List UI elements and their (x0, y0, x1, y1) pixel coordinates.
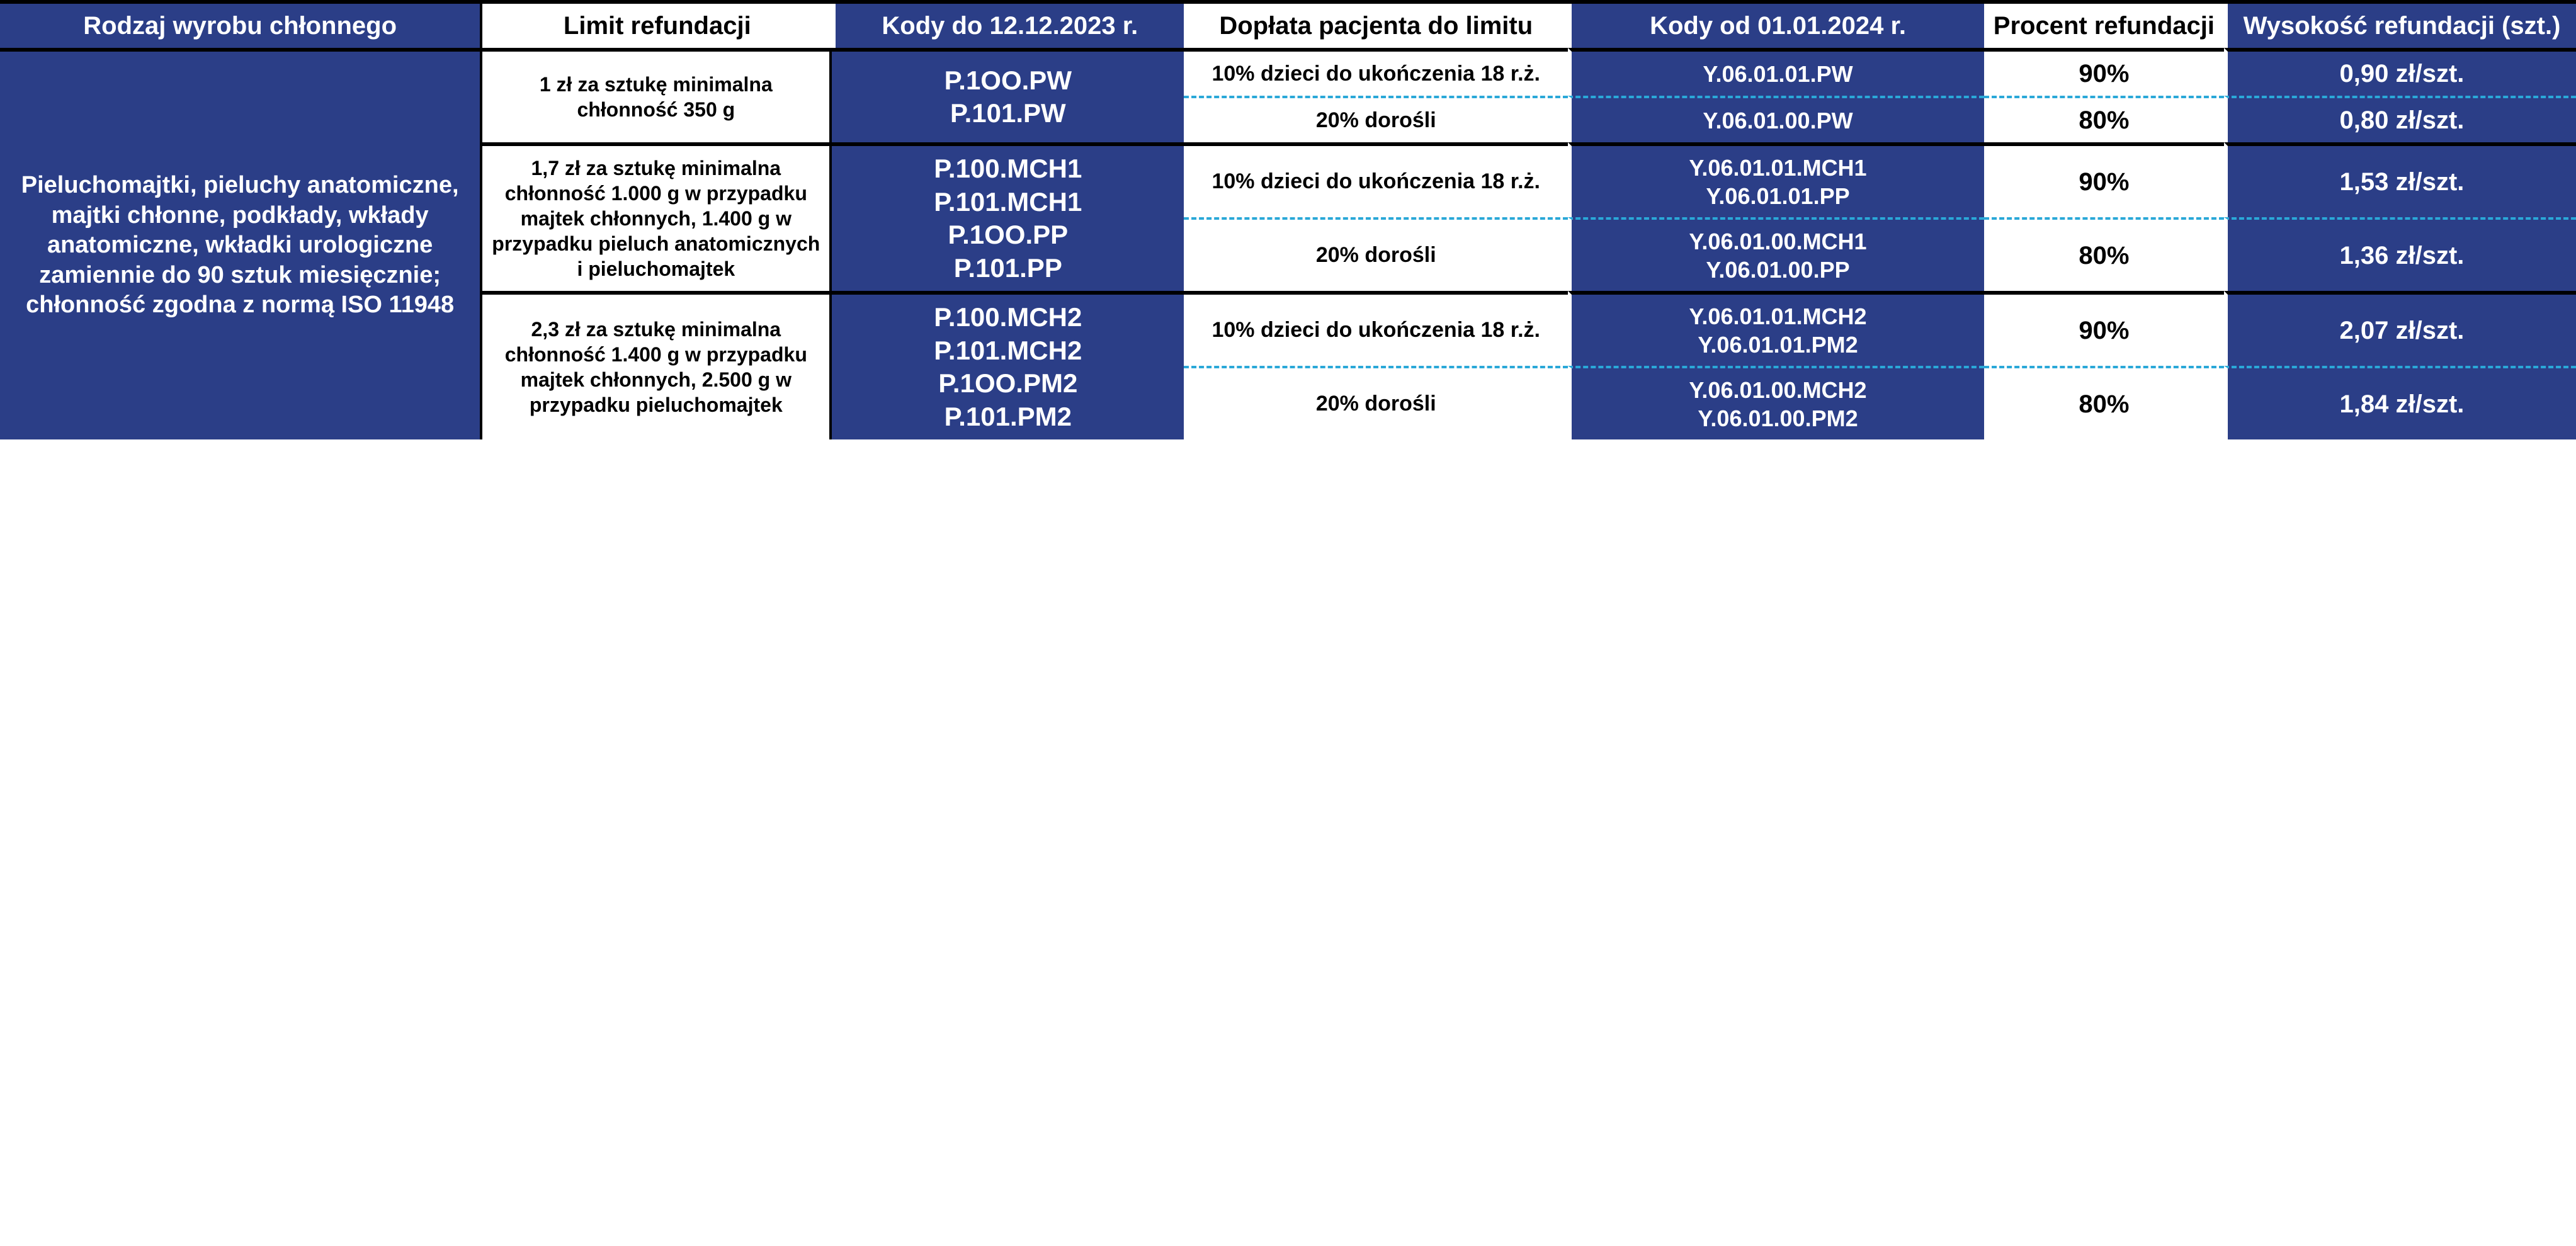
codes-new-cell: Y.06.01.00.MCH1 Y.06.01.00.PP (1568, 217, 1984, 291)
pct-cell: 90% (1984, 142, 2224, 217)
pct-cell: 80% (1984, 217, 2224, 291)
code-old: P.101.MCH1 (934, 186, 1082, 219)
codes-new-cell: Y.06.01.01.MCH1 Y.06.01.01.PP (1568, 142, 1984, 217)
header-codes-old: Kody do 12.12.2023 r. (832, 4, 1184, 48)
code-old: P.100.MCH1 (934, 152, 1082, 186)
pct-text: 80% (2079, 240, 2129, 271)
code-new: Y.06.01.01.MCH2 (1689, 302, 1866, 331)
code-new: Y.06.01.01.PW (1703, 60, 1853, 88)
amt-cell: 1,36 zł/szt. (2224, 217, 2576, 291)
limit-cell: 1 zł za sztukę minimalna chłonność 350 g (480, 48, 832, 142)
amt-text: 1,53 zł/szt. (2340, 166, 2465, 198)
amt-cell: 1,84 zł/szt. (2224, 366, 2576, 439)
pct-cell: 90% (1984, 291, 2224, 366)
copay-cell: 20% dorośli (1184, 217, 1568, 291)
code-new: Y.06.01.00.PM2 (1698, 404, 1858, 433)
limit-text: 2,3 zł za sztukę minimalna chłonność 1.4… (487, 317, 824, 417)
copay-text: 10% dzieci do ukończenia 18 r.ż. (1211, 317, 1540, 344)
code-new: Y.06.01.01.PP (1706, 182, 1849, 210)
pct-cell: 80% (1984, 96, 2224, 142)
codes-old-cell: P.1OO.PW P.101.PW (832, 48, 1184, 142)
amt-text: 1,84 zł/szt. (2340, 388, 2465, 420)
code-old: P.1OO.PP (948, 218, 1068, 252)
amt-cell: 0,90 zł/szt. (2224, 48, 2576, 96)
code-old: P.101.PP (954, 252, 1062, 285)
amt-cell: 0,80 zł/szt. (2224, 96, 2576, 142)
header-codes-new-label: Kody od 01.01.2024 r. (1650, 10, 1906, 42)
header-copay-label: Dopłata pacjenta do limitu (1219, 10, 1533, 42)
amt-text: 1,36 zł/szt. (2340, 240, 2465, 271)
pct-text: 80% (2079, 105, 2129, 136)
refund-table: Rodzaj wyrobu chłonnego Limit refundacji… (0, 0, 2576, 439)
code-new: Y.06.01.00.MCH1 (1689, 227, 1866, 256)
limit-cell: 1,7 zł za sztukę minimalna chłonność 1.0… (480, 142, 832, 291)
copay-text: 20% dorośli (1316, 242, 1436, 269)
copay-cell: 20% dorośli (1184, 366, 1568, 439)
pct-text: 90% (2079, 166, 2129, 198)
copay-cell: 10% dzieci do ukończenia 18 r.ż. (1184, 142, 1568, 217)
code-old: P.101.MCH2 (934, 334, 1082, 368)
code-new: Y.06.01.01.PM2 (1698, 331, 1858, 359)
copay-text: 20% dorośli (1316, 107, 1436, 134)
code-new: Y.06.01.01.MCH1 (1689, 154, 1866, 182)
copay-cell: 10% dzieci do ukończenia 18 r.ż. (1184, 291, 1568, 366)
codes-old-cell: P.100.MCH2 P.101.MCH2 P.1OO.PM2 P.101.PM… (832, 291, 1184, 439)
pct-cell: 80% (1984, 366, 2224, 439)
copay-text: 20% dorośli (1316, 390, 1436, 417)
pct-text: 90% (2079, 315, 2129, 346)
codes-old-cell: P.100.MCH1 P.101.MCH1 P.1OO.PP P.101.PP (832, 142, 1184, 291)
copay-text: 10% dzieci do ukończenia 18 r.ż. (1211, 60, 1540, 88)
header-limit: Limit refundacji (480, 4, 832, 48)
pct-text: 90% (2079, 58, 2129, 89)
copay-text: 10% dzieci do ukończenia 18 r.ż. (1211, 168, 1540, 195)
code-old: P.101.PM2 (945, 400, 1072, 434)
amt-cell: 2,07 zł/szt. (2224, 291, 2576, 366)
pct-text: 80% (2079, 388, 2129, 420)
limit-text: 1 zł za sztukę minimalna chłonność 350 g (487, 72, 824, 122)
header-codes-new: Kody od 01.01.2024 r. (1568, 4, 1984, 48)
codes-new-cell: Y.06.01.00.PW (1568, 96, 1984, 142)
header-codes-old-label: Kody do 12.12.2023 r. (882, 10, 1138, 42)
amt-text: 0,90 zł/szt. (2340, 58, 2465, 89)
copay-cell: 20% dorośli (1184, 96, 1568, 142)
code-new: Y.06.01.00.MCH2 (1689, 376, 1866, 404)
codes-new-cell: Y.06.01.01.MCH2 Y.06.01.01.PM2 (1568, 291, 1984, 366)
header-product-label: Rodzaj wyrobu chłonnego (83, 10, 397, 42)
header-amt: Wysokość refundacji (szt.) (2224, 4, 2576, 48)
codes-new-cell: Y.06.01.00.MCH2 Y.06.01.00.PM2 (1568, 366, 1984, 439)
amt-text: 2,07 zł/szt. (2340, 315, 2465, 346)
product-text: Pieluchomajtki, pieluchy anatomiczne, ma… (5, 171, 475, 320)
limit-text: 1,7 zł za sztukę minimalna chłonność 1.0… (487, 156, 824, 281)
header-amt-label: Wysokość refundacji (szt.) (2244, 10, 2561, 42)
code-new: Y.06.01.00.PW (1703, 106, 1853, 135)
code-old: P.1OO.PW (945, 64, 1072, 98)
product-cell: Pieluchomajtki, pieluchy anatomiczne, ma… (0, 48, 480, 439)
copay-cell: 10% dzieci do ukończenia 18 r.ż. (1184, 48, 1568, 96)
header-limit-label: Limit refundacji (564, 10, 751, 42)
header-pct: Procent refundacji (1984, 4, 2224, 48)
code-new: Y.06.01.00.PP (1706, 256, 1849, 284)
amt-text: 0,80 zł/szt. (2340, 105, 2465, 136)
amt-cell: 1,53 zł/szt. (2224, 142, 2576, 217)
code-old: P.100.MCH2 (934, 301, 1082, 334)
pct-cell: 90% (1984, 48, 2224, 96)
header-pct-label: Procent refundacji (1994, 10, 2215, 42)
header-copay: Dopłata pacjenta do limitu (1184, 4, 1568, 48)
limit-cell: 2,3 zł za sztukę minimalna chłonność 1.4… (480, 291, 832, 439)
header-product: Rodzaj wyrobu chłonnego (0, 4, 480, 48)
code-old: P.101.PW (950, 97, 1066, 130)
codes-new-cell: Y.06.01.01.PW (1568, 48, 1984, 96)
code-old: P.1OO.PM2 (938, 367, 1077, 400)
